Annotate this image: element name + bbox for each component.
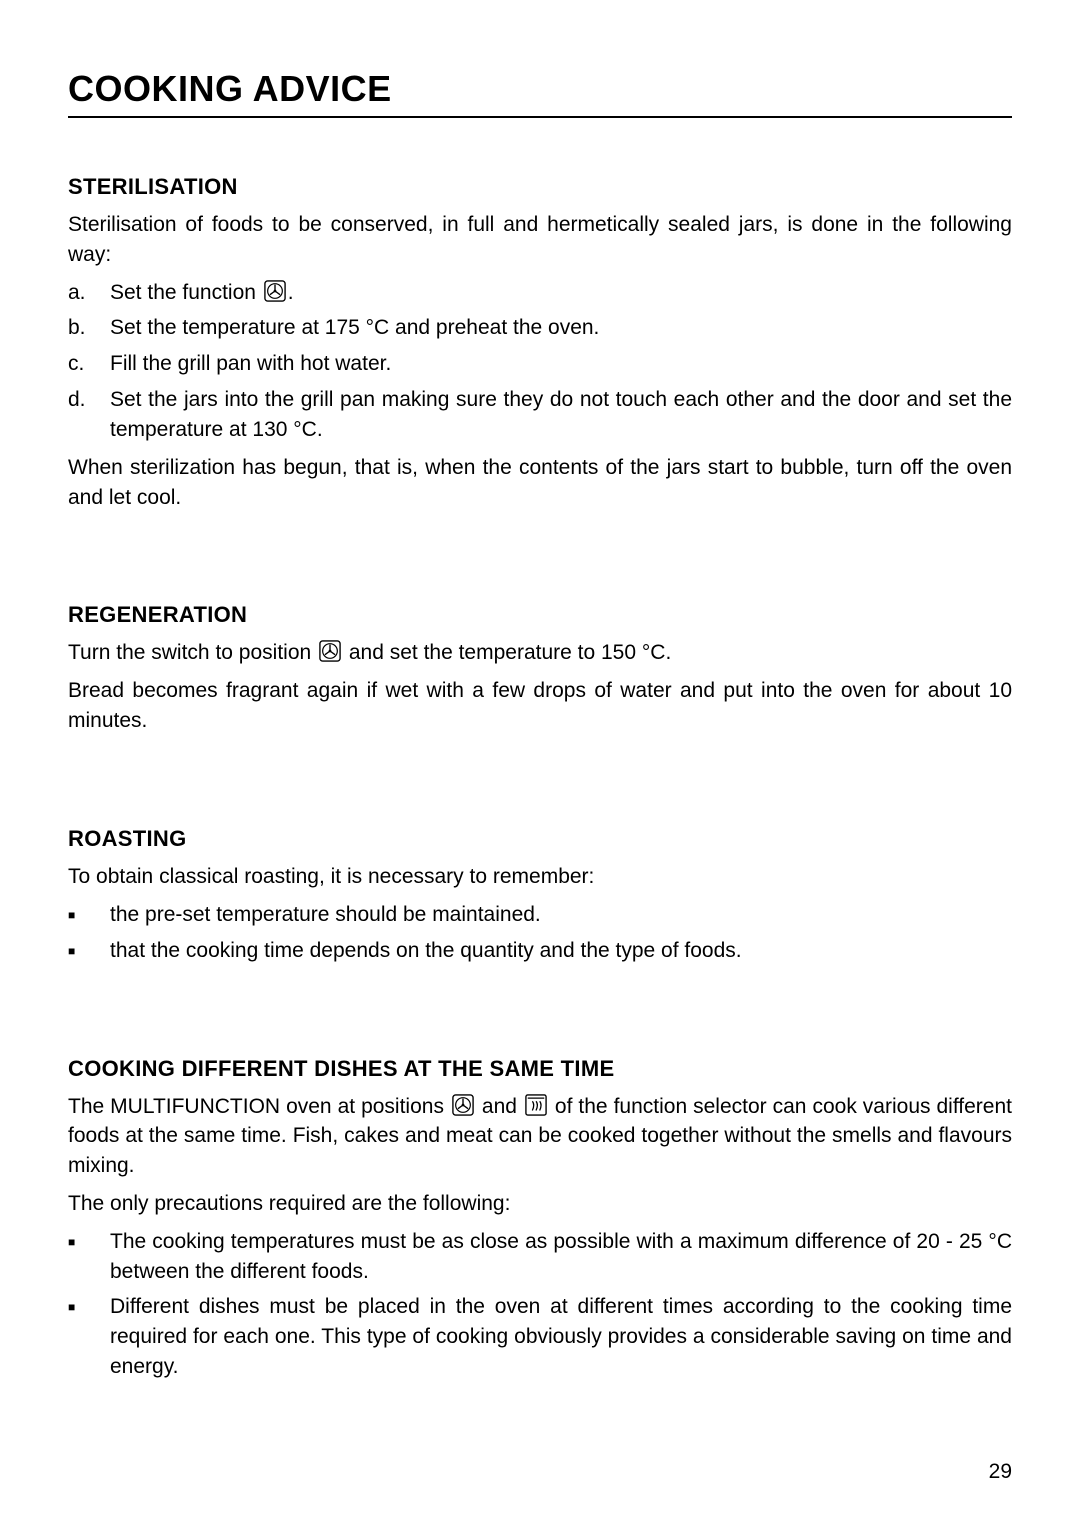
- text: and: [476, 1095, 523, 1118]
- section-title: REGENERATION: [68, 602, 1012, 628]
- page-number: 29: [989, 1460, 1012, 1484]
- section-roasting: ROASTING To obtain classical roasting, i…: [68, 826, 1012, 966]
- list-item: c. Fill the grill pan with hot water.: [68, 349, 1012, 379]
- list-item: a. Set the function .: [68, 278, 1012, 308]
- text: Bread becomes fragrant again if wet with…: [68, 676, 1012, 736]
- section-outro: When sterilization has begun, that is, w…: [68, 453, 1012, 513]
- bullet-icon: ■: [68, 1227, 110, 1287]
- text: Set the function: [110, 281, 262, 304]
- text: .: [288, 281, 294, 304]
- section-note: The only precautions required are the fo…: [68, 1189, 1012, 1219]
- list-body: that the cooking time depends on the qua…: [110, 936, 1012, 966]
- text: Turn the switch to position: [68, 641, 317, 664]
- list-marker: a.: [68, 278, 110, 308]
- list-body: Set the temperature at 175 °C and prehea…: [110, 313, 1012, 343]
- bullet-icon: ■: [68, 1292, 110, 1381]
- list-body: Different dishes must be placed in the o…: [110, 1292, 1012, 1381]
- list-body: Set the function .: [110, 278, 1012, 308]
- list-marker: d.: [68, 385, 110, 445]
- list-body: The cooking temperatures must be as clos…: [110, 1227, 1012, 1287]
- section-different-dishes: COOKING DIFFERENT DISHES AT THE SAME TIM…: [68, 1056, 1012, 1382]
- text: and set the temperature to 150 °C.: [343, 641, 671, 664]
- list-item: ■ Different dishes must be placed in the…: [68, 1292, 1012, 1381]
- section-title: COOKING DIFFERENT DISHES AT THE SAME TIM…: [68, 1056, 1012, 1082]
- list-item: ■ that the cooking time depends on the q…: [68, 936, 1012, 966]
- list-item: ■ the pre-set temperature should be main…: [68, 900, 1012, 930]
- bullet-list: ■ the pre-set temperature should be main…: [68, 900, 1012, 966]
- section-intro: The MULTIFUNCTION oven at positions and …: [68, 1092, 1012, 1181]
- list-item: b. Set the temperature at 175 °C and pre…: [68, 313, 1012, 343]
- bullet-list: ■ The cooking temperatures must be as cl…: [68, 1227, 1012, 1382]
- fan-circle-icon: [264, 280, 286, 302]
- list-marker: c.: [68, 349, 110, 379]
- bullet-icon: ■: [68, 900, 110, 930]
- section-intro: Sterilisation of foods to be conserved, …: [68, 210, 1012, 270]
- fan-circle-icon: [319, 640, 341, 662]
- list-item: d. Set the jars into the grill pan makin…: [68, 385, 1012, 445]
- text: The MULTIFUNCTION oven at positions: [68, 1095, 450, 1118]
- list-marker: b.: [68, 313, 110, 343]
- list-body: Fill the grill pan with hot water.: [110, 349, 1012, 379]
- list-item: ■ The cooking temperatures must be as cl…: [68, 1227, 1012, 1287]
- bullet-icon: ■: [68, 936, 110, 966]
- section-intro: To obtain classical roasting, it is nece…: [68, 862, 1012, 892]
- fan-circle-icon: [452, 1094, 474, 1116]
- list-body: the pre-set temperature should be mainta…: [110, 900, 1012, 930]
- defrost-icon: [525, 1094, 547, 1116]
- section-title: STERILISATION: [68, 174, 1012, 200]
- section-sterilisation: STERILISATION Sterilisation of foods to …: [68, 174, 1012, 512]
- section-regeneration: REGENERATION Turn the switch to position…: [68, 602, 1012, 735]
- ordered-list: a. Set the function . b. Set the tempera…: [68, 278, 1012, 445]
- section-title: ROASTING: [68, 826, 1012, 852]
- page-title: COOKING ADVICE: [68, 68, 1012, 118]
- text: Turn the switch to position and set the …: [68, 638, 1012, 668]
- list-body: Set the jars into the grill pan making s…: [110, 385, 1012, 445]
